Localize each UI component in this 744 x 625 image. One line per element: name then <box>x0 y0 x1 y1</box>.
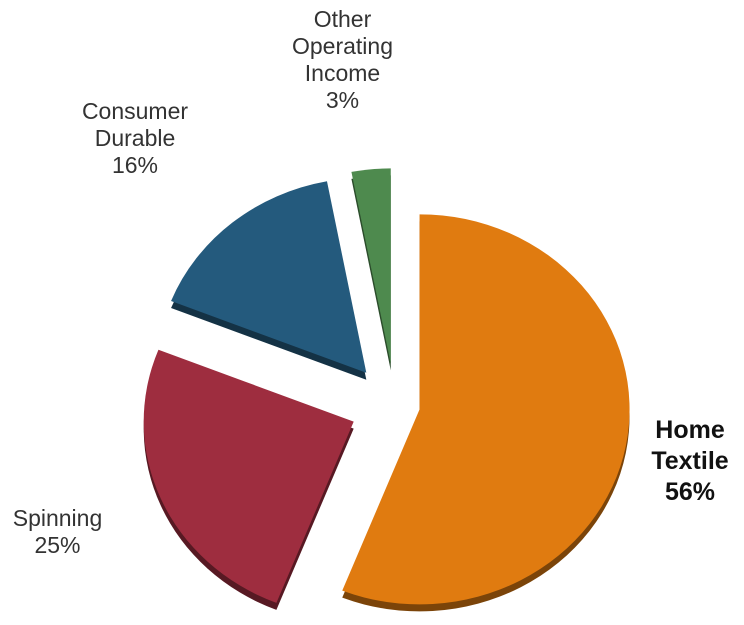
slice <box>171 181 367 373</box>
slice-label: Spinning 25% <box>0 505 115 559</box>
category-name: Other Operating Income <box>291 6 393 86</box>
value-label: 3% <box>325 87 360 113</box>
slice-label: Consumer Durable 16% <box>60 98 210 179</box>
category-name: Home Textile <box>651 416 729 475</box>
slice-label: Other Operating Income 3% <box>280 6 405 114</box>
slice <box>143 349 354 603</box>
category-name: Consumer Durable <box>81 98 189 151</box>
value-label: 16% <box>111 152 159 178</box>
category-name: Spinning <box>12 505 103 531</box>
slice-label: Home Textile 56% <box>625 415 744 508</box>
slice <box>351 168 391 364</box>
value-label: 56% <box>664 478 716 506</box>
slice <box>342 214 630 605</box>
value-label: 25% <box>34 532 81 558</box>
